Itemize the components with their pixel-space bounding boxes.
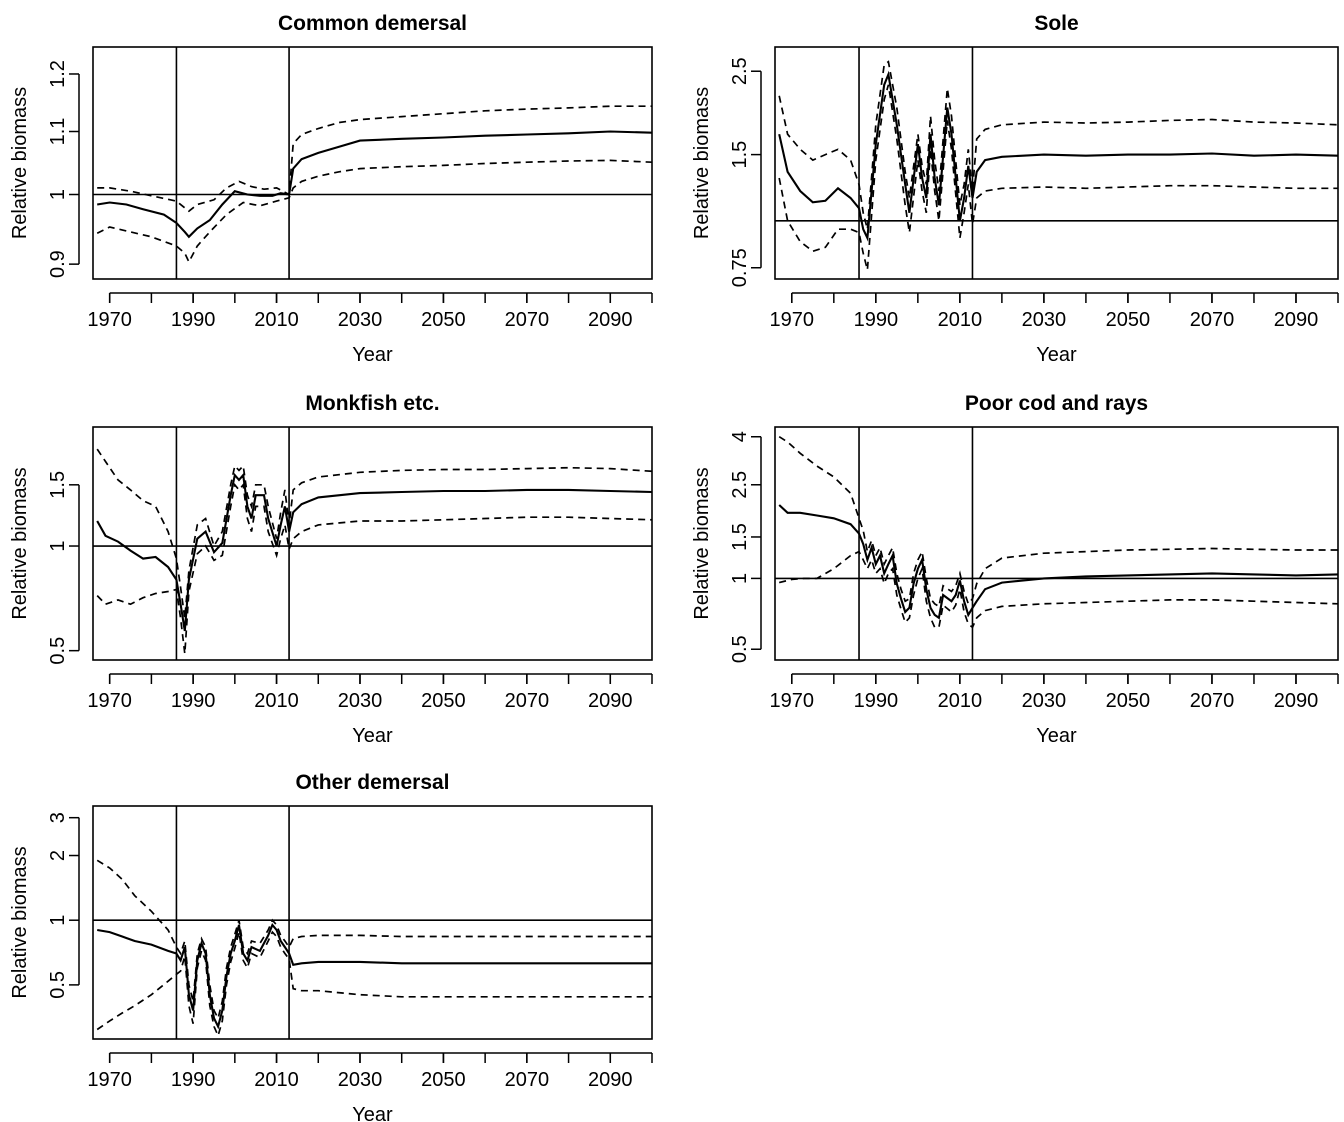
median-line [778,504,1339,620]
x-tick-label: 1990 [171,309,216,331]
panel-title: Common demersal [278,12,467,35]
y-tick-label: 1 [729,573,751,584]
x-axis-label: Year [352,344,393,366]
y-axis-label: Relative biomass [9,87,31,239]
y-tick-label: 1.1 [47,118,69,146]
y-tick-label: 0.5 [729,635,751,663]
y-tick-label: 1 [47,189,69,200]
plot-frame [774,426,1339,661]
x-tick-label: 2050 [1106,690,1151,712]
panel-title: Poor cod and rays [965,392,1148,415]
plot-frame [92,805,653,1040]
panel: Sole 1970 1990 2010 2030 2050 2070 2090 Year 0.75… [691,12,1339,366]
x-tick-label: 2090 [1274,309,1319,331]
y-axis-label: Relative biomass [9,846,31,998]
y-tick-label: 2.5 [729,57,751,85]
median-line [96,472,653,632]
panel: Monkfish etc. 1970 1990 2010 2030 2050 2070 209… [9,392,653,747]
x-tick-label: 2070 [505,1069,550,1091]
x-axis-label: Year [1036,344,1077,366]
upper-bound-line [778,60,1339,230]
y-tick-label: 2 [47,850,69,861]
x-tick-label: 2050 [421,1069,466,1091]
x-tick-label: 2010 [254,1069,299,1091]
x-tick-label: 2050 [1106,309,1151,331]
x-tick-label: 2070 [505,690,550,712]
lower-bound-line [96,482,653,654]
y-tick-label: 4 [729,431,751,442]
x-tick-label: 2030 [1022,309,1067,331]
x-tick-label: 1990 [854,690,899,712]
x-tick-label: 2070 [505,309,550,331]
x-tick-label: 2030 [338,690,383,712]
x-tick-label: 2010 [938,309,983,331]
plot-frame [774,46,1339,280]
x-tick-label: 1990 [171,690,216,712]
median-line [778,70,1339,242]
x-axis-label: Year [352,725,393,747]
lower-bound-line [96,159,653,264]
plot-frame [92,426,653,661]
x-tick-label: 2030 [338,1069,383,1091]
y-tick-label: 1.5 [729,523,751,551]
panel: Poor cod and rays 1970 1990 2010 2030 2050 207… [691,392,1339,747]
x-tick-label: 1990 [171,1069,216,1091]
y-tick-label: 0.5 [47,637,69,665]
upper-bound-line [97,105,652,213]
x-tick-label: 2050 [421,690,466,712]
upper-bound-line [96,448,653,619]
upper-bound-line [778,435,1338,608]
x-tick-label: 1970 [87,309,132,331]
upper-bound-line [96,859,652,1021]
x-tick-label: 2070 [1190,690,1235,712]
x-tick-label: 2090 [1274,690,1319,712]
x-tick-label: 2030 [338,309,383,331]
panel: Common demersal 1970 1990 2010 2030 2050 2070 2… [9,12,653,366]
x-tick-label: 2090 [588,309,633,331]
x-axis-label: Year [1036,725,1077,747]
x-tick-label: 1970 [770,690,815,712]
x-tick-label: 1990 [854,309,899,331]
median-line [97,922,652,1030]
y-tick-label: 0.5 [47,971,69,999]
x-tick-label: 2030 [1022,690,1067,712]
y-tick-label: 3 [47,812,69,823]
x-tick-label: 2010 [254,309,299,331]
lower-bound-line [96,930,652,1039]
y-tick-label: 1 [47,915,69,926]
panel-title: Monkfish etc. [305,392,439,415]
x-tick-label: 2010 [254,690,299,712]
y-axis-label: Relative biomass [691,467,713,619]
x-tick-label: 2070 [1190,309,1235,331]
lower-bound-line [778,550,1339,629]
median-line [97,130,653,239]
y-tick-label: 1.5 [729,141,751,169]
plot-frame [92,46,653,280]
y-tick-label: 0.9 [47,250,69,278]
x-tick-label: 1970 [770,309,815,331]
y-tick-label: 2.5 [729,471,751,499]
panel-title: Sole [1034,12,1078,35]
y-tick-label: 1 [47,540,69,551]
y-tick-label: 1.5 [47,471,69,499]
x-tick-label: 2090 [588,690,633,712]
y-tick-label: 1.2 [47,60,69,88]
x-tick-label: 2090 [588,1069,633,1091]
x-axis-label: Year [352,1104,393,1122]
y-axis-label: Relative biomass [9,467,31,619]
lower-bound-line [778,84,1338,271]
x-tick-label: 2050 [421,309,466,331]
y-tick-label: 0.75 [729,248,751,287]
x-tick-label: 1970 [87,690,132,712]
panel-title: Other demersal [295,771,449,794]
x-tick-label: 1970 [87,1069,132,1091]
y-axis-label: Relative biomass [691,87,713,239]
x-tick-label: 2010 [938,690,983,712]
